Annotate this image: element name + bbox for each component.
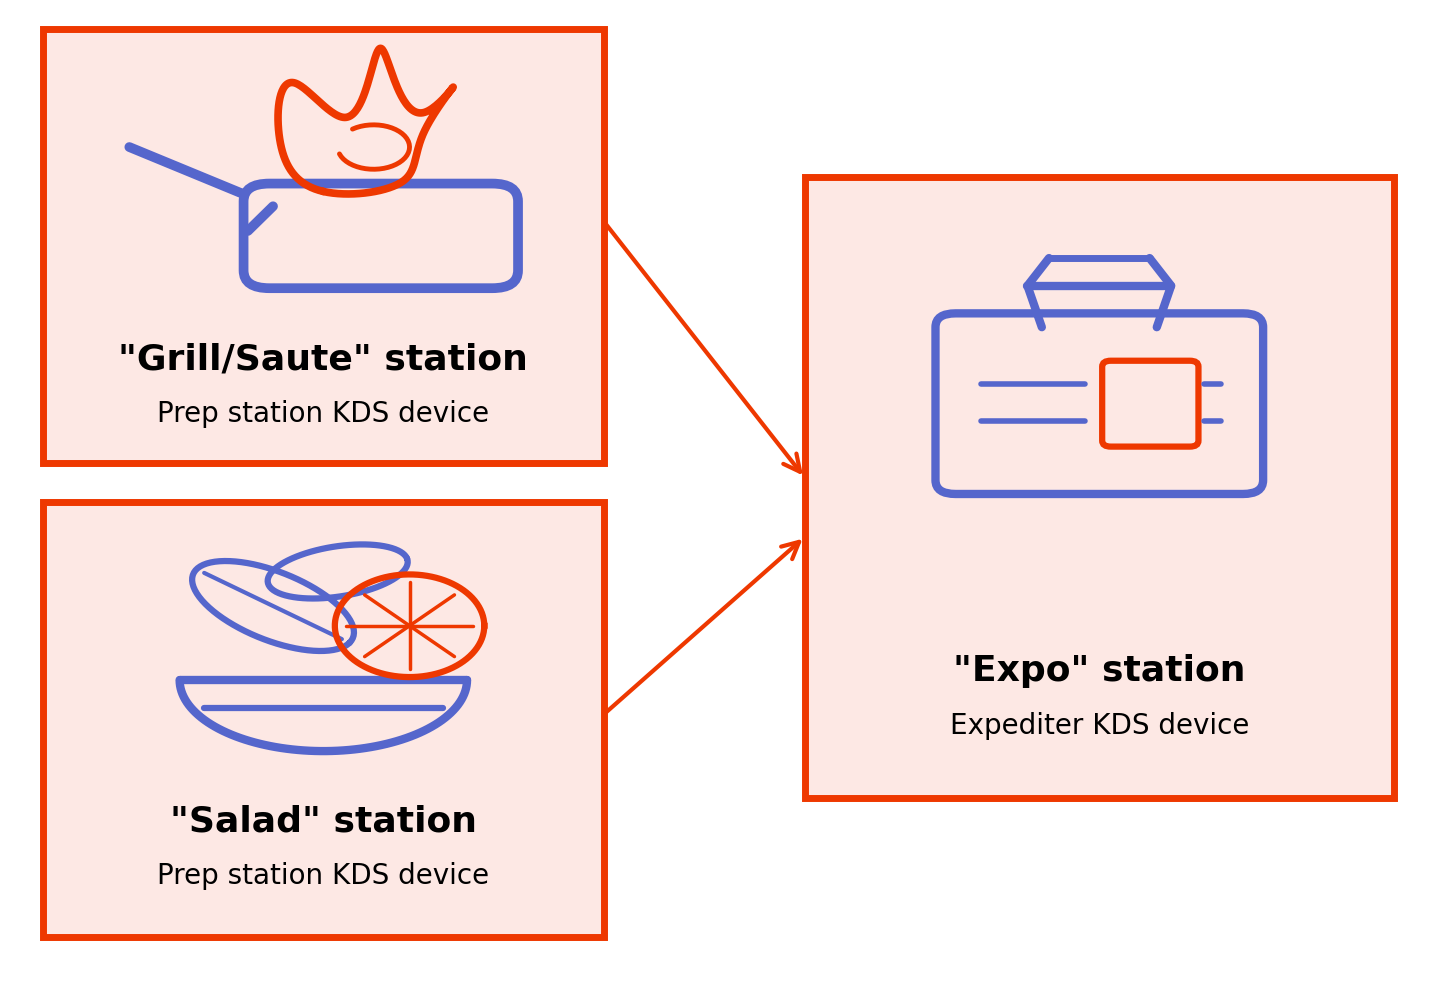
Text: "Grill/Saute" station: "Grill/Saute" station: [118, 342, 529, 376]
Text: "Expo" station: "Expo" station: [953, 654, 1246, 687]
Text: Prep station KDS device: Prep station KDS device: [157, 862, 490, 889]
FancyBboxPatch shape: [43, 503, 604, 937]
Text: "Salad" station: "Salad" station: [170, 804, 477, 837]
FancyBboxPatch shape: [43, 30, 604, 463]
FancyBboxPatch shape: [805, 177, 1394, 799]
FancyBboxPatch shape: [935, 315, 1263, 495]
Text: Expediter KDS device: Expediter KDS device: [950, 712, 1249, 740]
FancyBboxPatch shape: [1102, 362, 1198, 448]
FancyBboxPatch shape: [244, 184, 519, 289]
Text: Prep station KDS device: Prep station KDS device: [157, 399, 490, 427]
